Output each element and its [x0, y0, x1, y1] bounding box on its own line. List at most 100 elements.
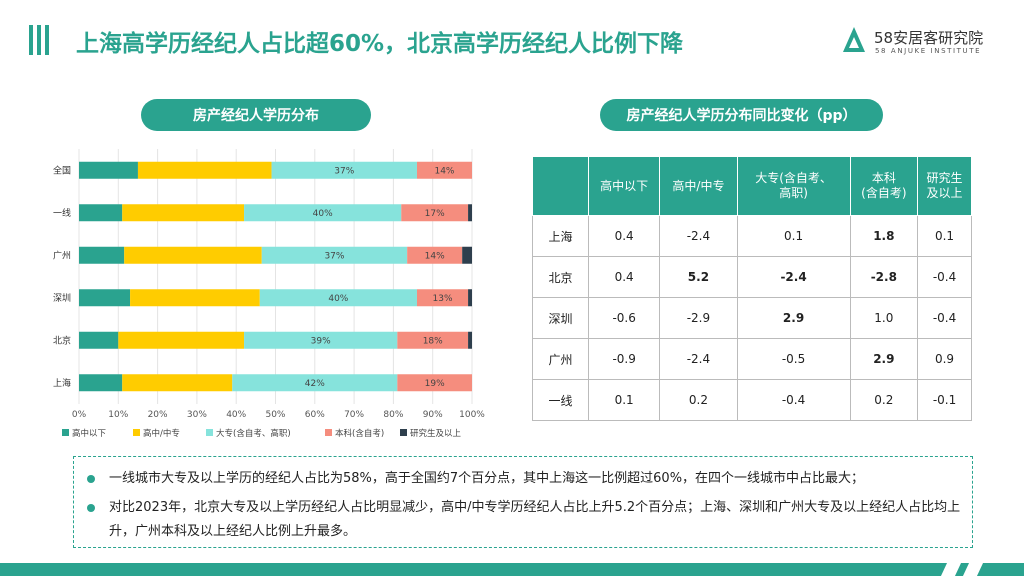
x-tick-label: 80%: [383, 410, 403, 420]
logo-text: 58安居客研究院: [874, 29, 984, 47]
logo: 58安居客研究院 58 ANJUKE INSTITUTE: [842, 26, 1002, 60]
bar-segment: [79, 204, 123, 222]
bar-segment: [79, 246, 125, 264]
title-bars-icon: [29, 25, 55, 55]
table-cell: 1.0: [849, 297, 919, 339]
legend-swatch: [325, 429, 332, 436]
bar-segment: [124, 246, 262, 264]
table-cell: 2.9: [736, 297, 851, 339]
bar-segment: [468, 289, 472, 307]
data-label: 18%: [423, 336, 443, 346]
legend-swatch: [400, 429, 407, 436]
bar-segment: [416, 289, 469, 307]
bar-segment: [416, 161, 472, 179]
table-cell: -2.4: [659, 215, 738, 257]
x-tick-label: 90%: [423, 410, 443, 420]
table-cell: 0.9: [917, 338, 972, 380]
table-cell: -2.4: [736, 256, 851, 298]
category-label: 全国: [53, 164, 71, 176]
legend-label: 高中以下: [72, 428, 107, 439]
table-header: 本科 (含自考): [849, 156, 919, 216]
x-tick-label: 10%: [108, 410, 128, 420]
legend-label: 大专(含自考、高职): [216, 428, 291, 439]
x-tick-label: 0%: [72, 410, 87, 420]
bar-segment: [137, 161, 272, 179]
data-label: 14%: [425, 251, 445, 261]
bar-segment: [407, 246, 463, 264]
data-label: 13%: [433, 294, 453, 304]
table-header-corner: [532, 156, 589, 216]
x-tick-label: 50%: [265, 410, 285, 420]
data-label: 14%: [434, 166, 454, 176]
row-label: 上海: [532, 215, 589, 257]
table-cell: 0.4: [587, 256, 661, 298]
data-label: 42%: [305, 379, 325, 389]
bar-segment: [79, 289, 131, 307]
table-cell: 0.1: [917, 215, 972, 257]
bar-segment: [122, 204, 245, 222]
table-header: 高中以下: [587, 156, 661, 216]
right-section-title: 房产经纪人学历分布同比变化（pp）: [600, 99, 883, 131]
data-label: 37%: [324, 251, 344, 261]
data-label: 19%: [425, 379, 445, 389]
x-tick-label: 70%: [344, 410, 364, 420]
legend-swatch: [133, 429, 140, 436]
table-cell: -2.9: [659, 297, 738, 339]
bar-segment: [462, 246, 472, 264]
table-row: 上海 0.4 -2.4 0.1 1.8 0.1: [532, 215, 972, 257]
logo-triangle-icon: [843, 27, 865, 52]
education-distribution-chart: 0% 10% 20% 30% 40% 50% 60% 70% 80% 90% 100% 全国 37% 14…: [53, 149, 485, 439]
row-label: 深圳: [532, 297, 589, 339]
row-label: 北京: [532, 256, 589, 298]
change-table: 高中以下 高中/中专 大专(含自考、 高职) 本科 (含自考) 研究生 及以上 上海 0.4 -2…: [532, 156, 972, 421]
footer-bar: [0, 563, 1024, 576]
bullet-dot-icon: [87, 504, 95, 512]
bar-segment: [261, 246, 408, 264]
table-cell: 2.9: [849, 338, 919, 380]
table-cell: -0.9: [587, 338, 661, 380]
data-label: 40%: [328, 294, 348, 304]
bar-segment: [468, 331, 472, 349]
logo-subtext: 58 ANJUKE INSTITUTE: [875, 47, 982, 55]
table-row: 广州 -0.9 -2.4 -0.5 2.9 0.9: [532, 338, 972, 380]
bar-segment: [232, 374, 398, 392]
table-cell: -0.4: [917, 256, 972, 298]
legend-label: 高中/中专: [143, 428, 180, 439]
table-header: 高中/中专: [659, 156, 738, 216]
table-cell: -2.4: [659, 338, 738, 380]
page-title: 上海高学历经纪人占比超60%，北京高学历经纪人比例下降: [76, 31, 684, 57]
category-label: 一线: [53, 207, 71, 219]
bar-segment: [79, 331, 119, 349]
x-tick-label: 60%: [305, 410, 325, 420]
legend-label: 本科(含自考): [335, 428, 384, 439]
legend-swatch: [206, 429, 213, 436]
bar-segment: [244, 331, 398, 349]
row-label: 广州: [532, 338, 589, 380]
table-cell: -2.8: [849, 256, 919, 298]
row-label: 一线: [532, 379, 589, 421]
table-row: 一线 0.1 0.2 -0.4 0.2 -0.1: [532, 379, 972, 421]
table-cell: 1.8: [849, 215, 919, 257]
x-tick-label: 40%: [226, 410, 246, 420]
bar-segment: [397, 331, 469, 349]
table-cell: -0.1: [917, 379, 972, 421]
data-label: 40%: [313, 209, 333, 219]
legend-swatch: [62, 429, 69, 436]
bar-segment: [122, 374, 233, 392]
table-cell: 0.4: [587, 215, 661, 257]
bar-segment: [468, 204, 472, 222]
table-header: 大专(含自考、 高职): [736, 156, 851, 216]
bar-segment: [79, 374, 123, 392]
bar-segment: [79, 161, 138, 179]
bar-segment: [401, 204, 469, 222]
data-label: 17%: [425, 209, 445, 219]
table-cell: 0.1: [587, 379, 661, 421]
table-cell: -0.4: [736, 379, 851, 421]
table-cell: 5.2: [659, 256, 738, 298]
bullet-dot-icon: [87, 475, 95, 483]
data-label: 37%: [334, 166, 354, 176]
table-row: 北京 0.4 5.2 -2.4 -2.8 -0.4: [532, 256, 972, 298]
table-row: 深圳 -0.6 -2.9 2.9 1.0 -0.4: [532, 297, 972, 339]
x-tick-label: 100%: [459, 410, 485, 420]
summary-note-box: 一线城市大专及以上学历的经纪人占比为58%，高于全国约7个百分点，其中上海这一比…: [73, 456, 973, 548]
